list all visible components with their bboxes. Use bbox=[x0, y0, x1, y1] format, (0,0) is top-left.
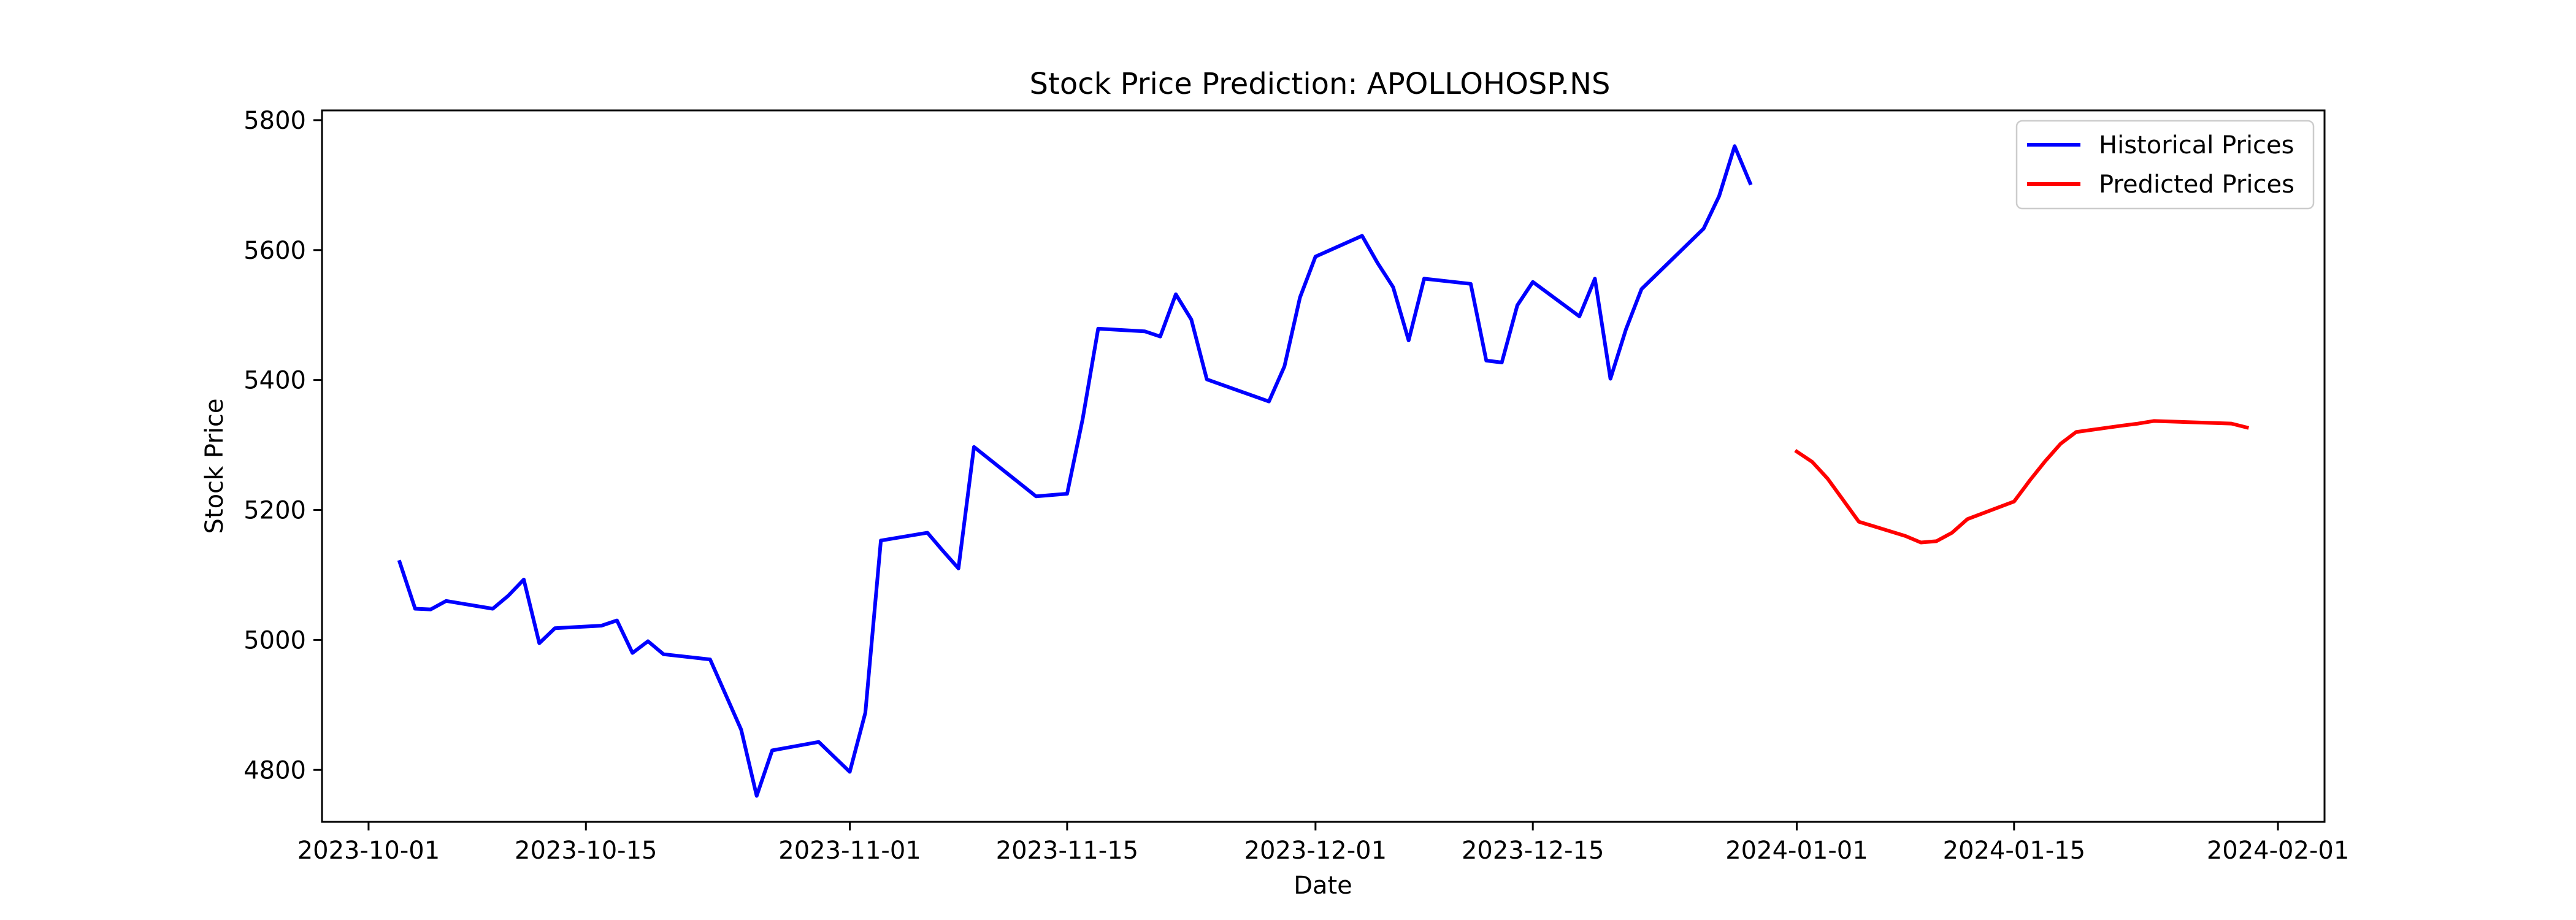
x-tick-label: 2023-11-15 bbox=[996, 837, 1138, 865]
y-tick-label: 5000 bbox=[243, 626, 306, 654]
x-tick-label: 2024-02-01 bbox=[2207, 837, 2349, 865]
series-line-1 bbox=[1794, 419, 2250, 545]
y-tick-label: 5600 bbox=[243, 237, 306, 265]
legend-label-predicted: Predicted Prices bbox=[2099, 171, 2294, 199]
legend-frame bbox=[2015, 120, 2315, 210]
legend: Historical Prices Predicted Prices bbox=[2015, 120, 2315, 210]
x-axis-ticks: 2023-10-01 2023-10-15 2023-11-01 2023-11-15… bbox=[297, 822, 2349, 865]
x-tick-label: 2023-10-15 bbox=[515, 837, 657, 865]
x-axis-label: Date bbox=[1294, 872, 1352, 900]
y-tick-label: 5200 bbox=[243, 497, 306, 525]
chart-title: Stock Price Prediction: APOLLOHOSP.NS bbox=[1030, 67, 1611, 101]
x-tick-label: 2023-10-01 bbox=[297, 837, 440, 865]
y-axis-ticks: 4800 5000 5200 5400 5600 5800 bbox=[243, 107, 322, 784]
x-tick-label: 2023-11-01 bbox=[778, 837, 921, 865]
x-tick-label: 2024-01-15 bbox=[1943, 837, 2085, 865]
series-line-0 bbox=[397, 144, 1753, 798]
y-axis-label: Stock Price bbox=[201, 399, 229, 534]
legend-label-historical: Historical Prices bbox=[2099, 131, 2294, 159]
y-tick-label: 5800 bbox=[243, 107, 306, 135]
x-tick-label: 2023-12-01 bbox=[1244, 837, 1387, 865]
axes-frame bbox=[321, 109, 2326, 823]
x-tick-label: 2024-01-01 bbox=[1725, 837, 1868, 865]
y-tick-label: 5400 bbox=[243, 367, 306, 395]
x-tick-label: 2023-12-15 bbox=[1462, 837, 1604, 865]
plot-area bbox=[321, 109, 2326, 823]
series-layer bbox=[397, 144, 2250, 798]
y-tick-label: 4800 bbox=[243, 756, 306, 784]
